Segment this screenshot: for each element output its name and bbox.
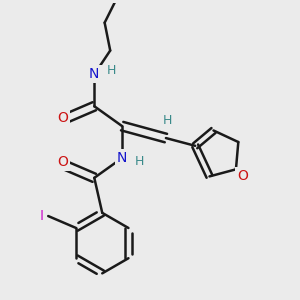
Text: O: O: [57, 111, 68, 125]
Text: H: H: [163, 114, 172, 127]
Text: O: O: [57, 155, 68, 169]
Text: O: O: [237, 169, 248, 183]
Text: I: I: [40, 209, 44, 223]
Text: N: N: [89, 68, 100, 81]
Text: H: H: [135, 155, 144, 168]
Text: H: H: [107, 64, 116, 77]
Text: N: N: [117, 151, 127, 165]
